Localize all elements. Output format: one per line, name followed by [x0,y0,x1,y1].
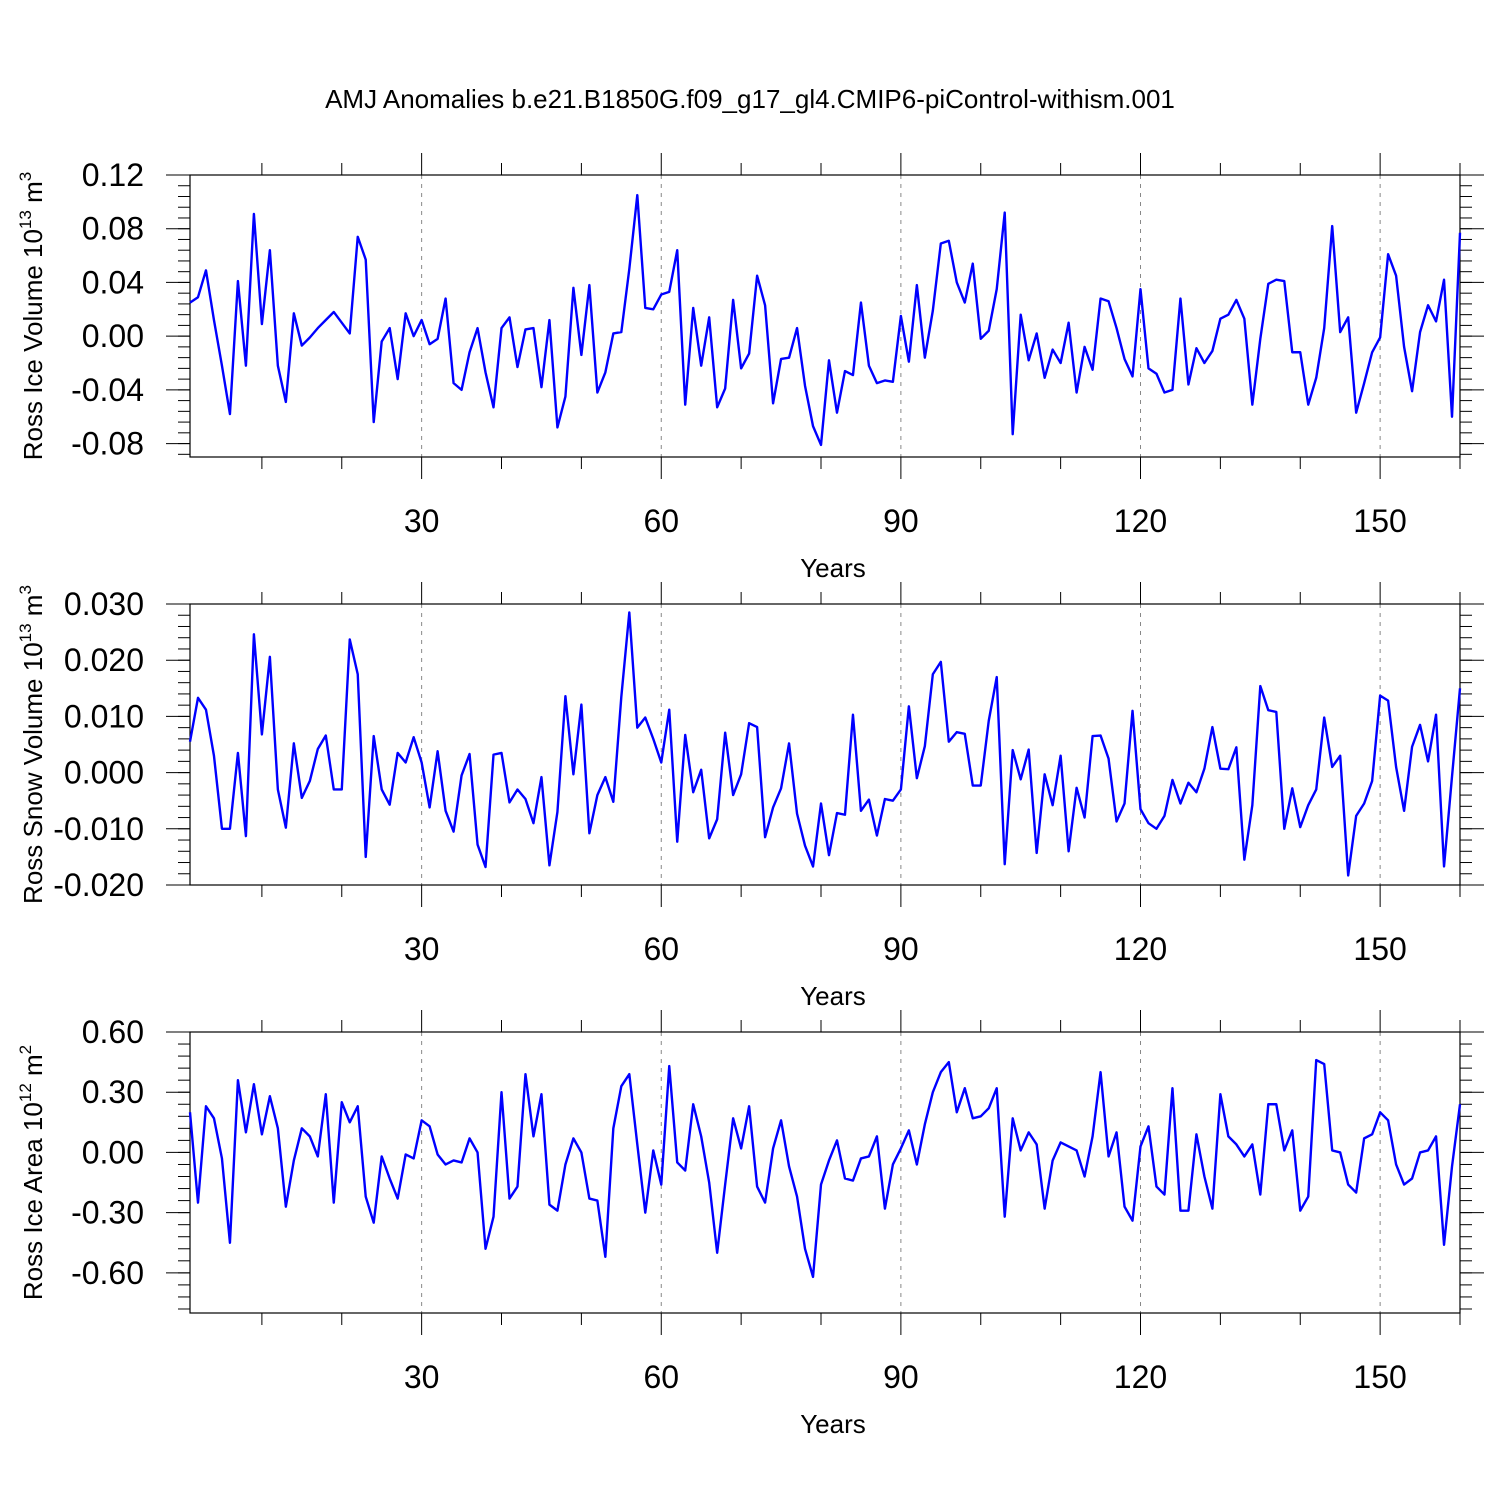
x-tick-label: 60 [643,503,679,539]
panel-2: 30 60 90 120 150 -0.020 -0.010 0.000 0.010 0.020 0… [16,582,1484,1011]
y-axis-label: Ross Ice Volume 1013 m3 [16,172,48,461]
chart-title: AMJ Anomalies b.e21.B1850G.f09_g17_gl4.C… [325,84,1175,114]
x-tick-label: 90 [883,1359,919,1395]
y-tick-label: 0.30 [82,1074,144,1110]
y-tick-label: 0.030 [64,586,144,622]
plot-frame [189,174,1461,458]
y-tick-label: 0.000 [64,755,144,791]
y-tick-label: 0.00 [82,1134,144,1170]
y-tick-label: -0.08 [71,426,144,462]
x-tick-label: 150 [1353,503,1406,539]
x-tick-label: 120 [1114,1359,1167,1395]
y-tick-label: -0.010 [53,811,144,847]
y-tick-label: 0.00 [82,318,144,354]
y-tick-label: 0.60 [82,1014,144,1050]
x-axis-label: Years [800,553,866,583]
x-tick-label: 90 [883,503,919,539]
x-tick-label: 30 [404,931,440,967]
x-tick-label: 90 [883,931,919,967]
x-tick-label: 60 [643,1359,679,1395]
y-tick-label: -0.60 [71,1255,144,1291]
x-tick-label: 60 [643,931,679,967]
y-tick-label: 0.010 [64,698,144,734]
y-tick-label: 0.020 [64,642,144,678]
x-tick-label: 120 [1114,503,1167,539]
plot-frame [189,1031,1461,1314]
x-tick-label: 30 [404,503,440,539]
x-tick-label: 30 [404,1359,440,1395]
y-tick-label: 0.12 [82,157,144,193]
y-tick-label: -0.04 [71,372,144,408]
y-axis-label: Ross Snow Volume 1013 m3 [16,585,48,904]
y-tick-label: 0.04 [82,264,144,300]
y-tick-label: -0.020 [53,867,144,903]
y-tick-label: -0.30 [71,1195,144,1231]
panel-3: 30 60 90 120 150 -0.60 -0.30 0.00 0.30 0.60 Years R… [16,1010,1484,1439]
plot-frame [189,603,1461,886]
x-tick-label: 150 [1353,1359,1406,1395]
panel-1: 30 60 90 120 150 -0.08 -0.04 0.00 0.04 0.08 0.12 Ye… [16,153,1484,583]
x-axis-label: Years [800,1409,866,1439]
data-line [189,193,1462,447]
y-axis-label: Ross Ice Area 1012 m2 [16,1045,48,1300]
x-axis-label: Years [800,981,866,1011]
data-line [188,611,1462,877]
data-line [188,1058,1462,1279]
y-tick-label: 0.08 [82,211,144,247]
x-tick-label: 150 [1353,931,1406,967]
x-tick-label: 120 [1114,931,1167,967]
